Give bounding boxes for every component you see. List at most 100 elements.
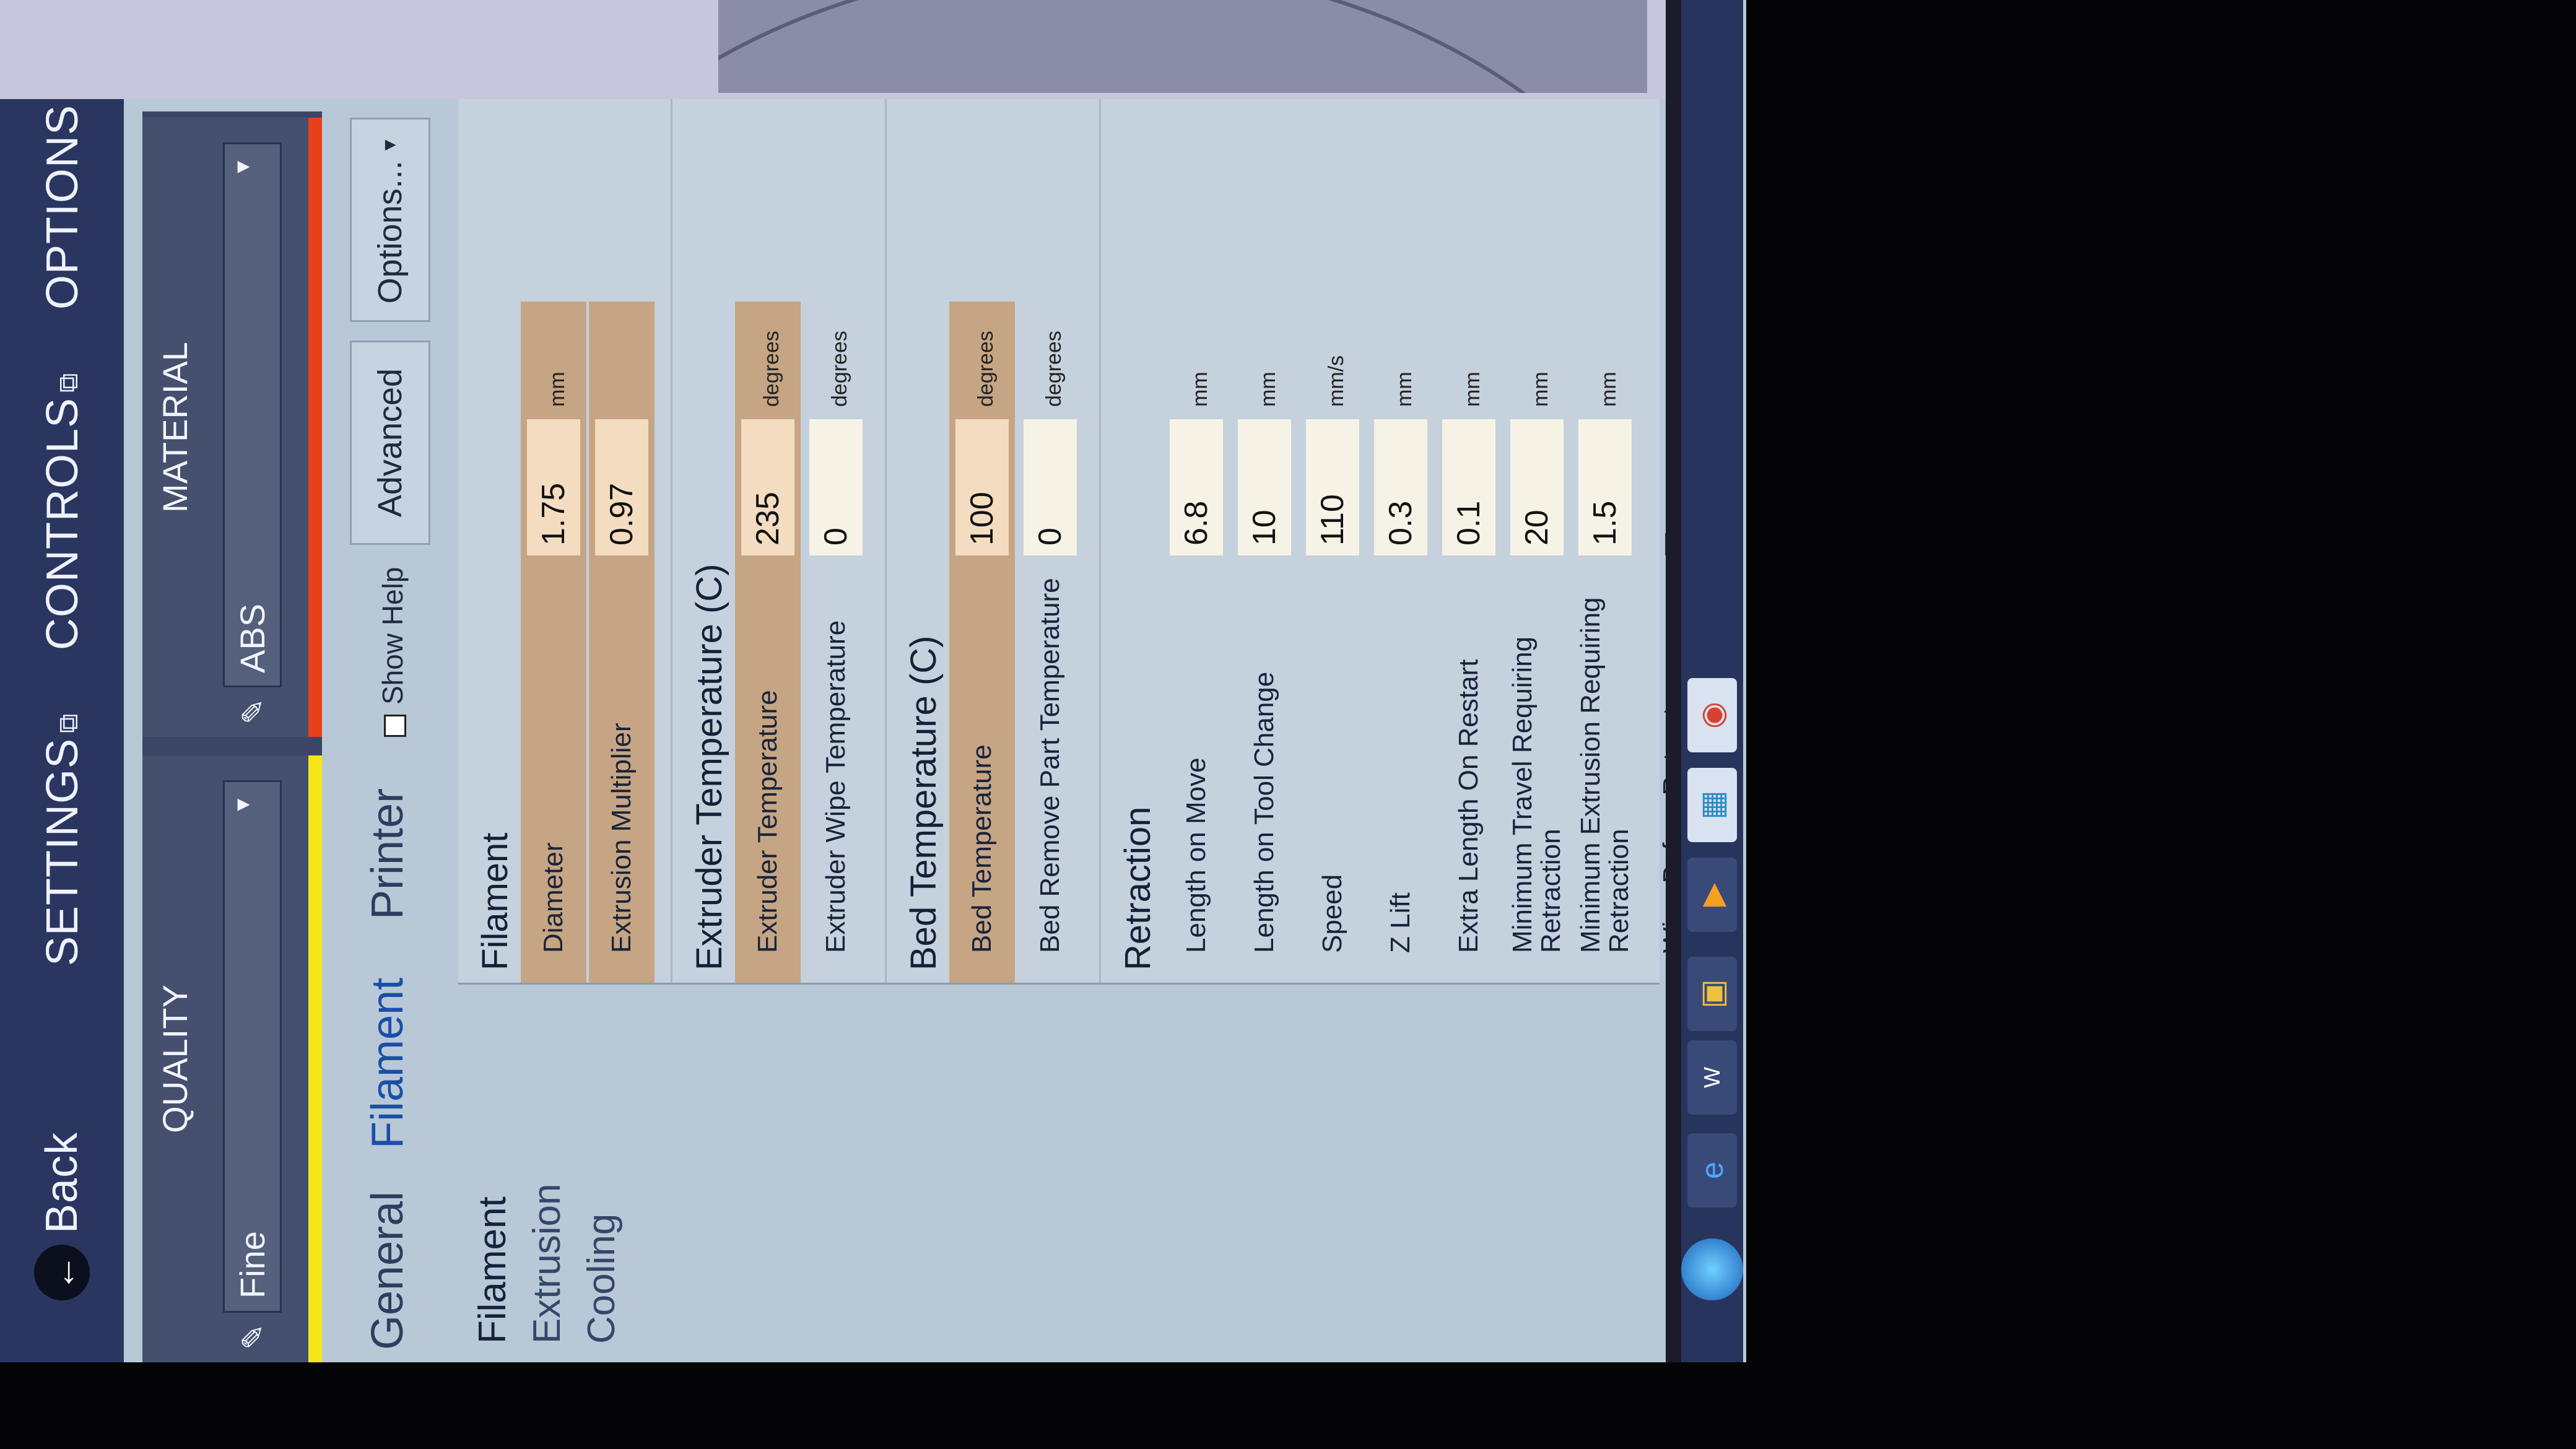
quality-color-bar	[308, 755, 322, 1362]
internet-explorer-icon[interactable]: e	[1687, 1133, 1737, 1208]
quality-selector: QUALITY ✎ Fine ▼	[142, 755, 322, 1362]
unit-label: mm	[546, 372, 569, 407]
options-button-label: Options...	[372, 160, 409, 304]
tab-filament[interactable]: Filament	[363, 977, 412, 1149]
sidebar-item-cooling[interactable]: Cooling	[580, 1213, 623, 1344]
section-title: Retraction	[1118, 806, 1158, 970]
length-on-tool-change-input[interactable]: 10	[1238, 419, 1291, 555]
options-tab[interactable]: OPTIONS	[37, 105, 88, 310]
bed-temperature-input[interactable]: 100	[955, 419, 1009, 555]
material-value: ABS	[233, 603, 272, 673]
section-title: Bed Temperature (C)	[903, 635, 944, 971]
options-label: OPTIONS	[38, 104, 87, 310]
taskbar: e W ▣ ▶ ▦ ◉	[1681, 0, 1743, 1362]
windows-start-icon[interactable]	[1681, 1238, 1743, 1300]
quality-dropdown[interactable]: Fine ▼	[223, 780, 282, 1313]
bed-remove-part-temperature-input[interactable]: 0	[1024, 419, 1077, 555]
setting-label: Speed	[1317, 874, 1347, 953]
setting-row-bed-remove-part-temperature: Bed Remove Part Temperature 0 degrees	[1017, 97, 1083, 983]
extrusion-multiplier-input[interactable]: 0.97	[595, 419, 648, 555]
options-button[interactable]: Options... ▼	[350, 118, 430, 322]
setting-label: Extrusion Multiplier	[606, 723, 637, 953]
setting-label: Minimum Travel Requiring Retraction	[1507, 636, 1566, 953]
setting-label: Bed Remove Part Temperature	[1035, 578, 1065, 953]
tab-printer[interactable]: Printer	[363, 788, 412, 920]
back-arrow-icon: ←	[34, 1245, 90, 1300]
setting-row-diameter: Diameter 1.75 mm	[521, 302, 586, 983]
show-help-checkbox[interactable]: Show Help	[376, 567, 409, 737]
minimum-travel-input[interactable]: 20	[1510, 419, 1564, 555]
setting-label: Extruder Temperature	[752, 690, 783, 953]
minimum-extrusion-input[interactable]: 1.5	[1578, 419, 1632, 555]
sidebar-item-extrusion[interactable]: Extrusion	[526, 1183, 568, 1344]
popout-icon: ⧉	[53, 713, 84, 733]
setting-label: Z Lift	[1385, 892, 1416, 953]
material-label: MATERIAL	[155, 342, 194, 513]
z-lift-input[interactable]: 0.3	[1374, 419, 1427, 555]
setting-label: Extra Length On Restart	[1453, 659, 1484, 953]
unit-label: degrees	[974, 331, 998, 407]
settings-tab[interactable]: SETTINGS ⧉	[37, 713, 88, 966]
setting-row-minimum-extrusion: Minimum Extrusion Requiring Retraction 1.…	[1572, 97, 1638, 983]
word-icon[interactable]: W	[1687, 1040, 1737, 1115]
print-bed-view[interactable]	[718, 0, 1647, 93]
extruder-wipe-temperature-input[interactable]: 0	[809, 419, 863, 555]
settings-tabs: General Filament Printer Show Help Advan…	[344, 93, 437, 1362]
back-button[interactable]: ← Back	[34, 1132, 90, 1300]
extruder-temperature-input[interactable]: 235	[741, 419, 794, 555]
setting-row-z-lift: Z Lift 0.3 mm	[1368, 97, 1434, 983]
diameter-input[interactable]: 1.75	[527, 419, 580, 555]
extruder-temperature-section: Extruder Temperature (C) Extruder Temper…	[672, 97, 887, 983]
extra-length-on-restart-input[interactable]: 0.1	[1442, 419, 1495, 555]
speed-input[interactable]: 110	[1306, 419, 1359, 555]
unit-label: degrees	[1042, 331, 1066, 407]
unit-label: degrees	[828, 331, 851, 407]
sidebar-item-filament[interactable]: Filament	[471, 1196, 514, 1344]
pencil-icon[interactable]: ✎	[236, 698, 271, 724]
advanced-button[interactable]: Advanced	[350, 341, 430, 545]
retraction-section: Retraction Length on Move 6.8 mm Length on…	[1101, 97, 1722, 983]
checkbox-icon[interactable]	[383, 715, 406, 737]
setting-label: Bed Temperature	[967, 744, 997, 953]
tab-general[interactable]: General	[363, 1191, 412, 1350]
quality-label: QUALITY	[155, 985, 194, 1133]
quality-value: Fine	[233, 1231, 272, 1299]
show-help-label: Show Help	[376, 567, 409, 705]
material-selector: MATERIAL ✎ ABS ▼	[142, 118, 322, 737]
filament-sidebar: Filament Extrusion Cooling	[471, 1158, 634, 1344]
dropdown-arrow-icon: ▼	[380, 136, 400, 155]
unit-label: mm	[1529, 372, 1552, 407]
setting-row-extruder-temperature: Extruder Temperature 235 degrees	[735, 302, 801, 983]
chrome-icon[interactable]: ◉	[1687, 678, 1737, 752]
dropdown-arrow-icon: ▼	[231, 794, 255, 816]
unit-label: mm	[1461, 372, 1484, 407]
unit-label: mm	[1188, 372, 1212, 407]
setting-row-minimum-travel: Minimum Travel Requiring Retraction 20 mm	[1504, 97, 1570, 983]
popout-icon: ⧉	[53, 372, 84, 393]
setting-label: Minimum Extrusion Requiring Retraction	[1575, 597, 1634, 953]
length-on-move-input[interactable]: 6.8	[1170, 419, 1223, 555]
material-dropdown[interactable]: ABS ▼	[223, 142, 282, 687]
media-player-icon[interactable]: ▶	[1687, 858, 1737, 932]
app-icon[interactable]: ▦	[1687, 768, 1737, 842]
file-explorer-icon[interactable]: ▣	[1687, 957, 1737, 1031]
section-title: Extruder Temperature (C)	[689, 564, 729, 971]
setting-row-speed: Speed 110 mm/s	[1300, 97, 1365, 983]
bed-temperature-section: Bed Temperature (C) Bed Temperature 100 de…	[887, 97, 1101, 983]
setting-row-length-on-move: Length on Move 6.8 mm	[1164, 97, 1229, 983]
filament-section: Filament Diameter 1.75 mm Extrusion Multip…	[458, 97, 672, 983]
unit-label: mm	[1393, 372, 1416, 407]
advanced-label: Advanced	[372, 368, 409, 518]
controls-tab[interactable]: CONTROLS ⧉	[37, 373, 88, 650]
unit-label: mm	[1256, 372, 1280, 407]
unit-label: degrees	[760, 331, 783, 407]
controls-label: CONTROLS	[38, 397, 87, 650]
pencil-icon[interactable]: ✎	[236, 1324, 271, 1350]
setting-row-extra-length-on-restart: Extra Length On Restart 0.1 mm	[1436, 97, 1502, 983]
material-color-bar	[308, 118, 322, 737]
window-border	[1666, 0, 1681, 1362]
rotated-screen: ← Back SETTINGS ⧉ CONTROLS ⧉ OPTIONS QUALI…	[0, 0, 1746, 1362]
setting-row-length-on-tool-change: Length on Tool Change 10 mm	[1232, 97, 1297, 983]
setting-row-extruder-wipe-temperature: Extruder Wipe Temperature 0 degrees	[803, 97, 869, 983]
setting-label: Diameter	[538, 842, 568, 954]
